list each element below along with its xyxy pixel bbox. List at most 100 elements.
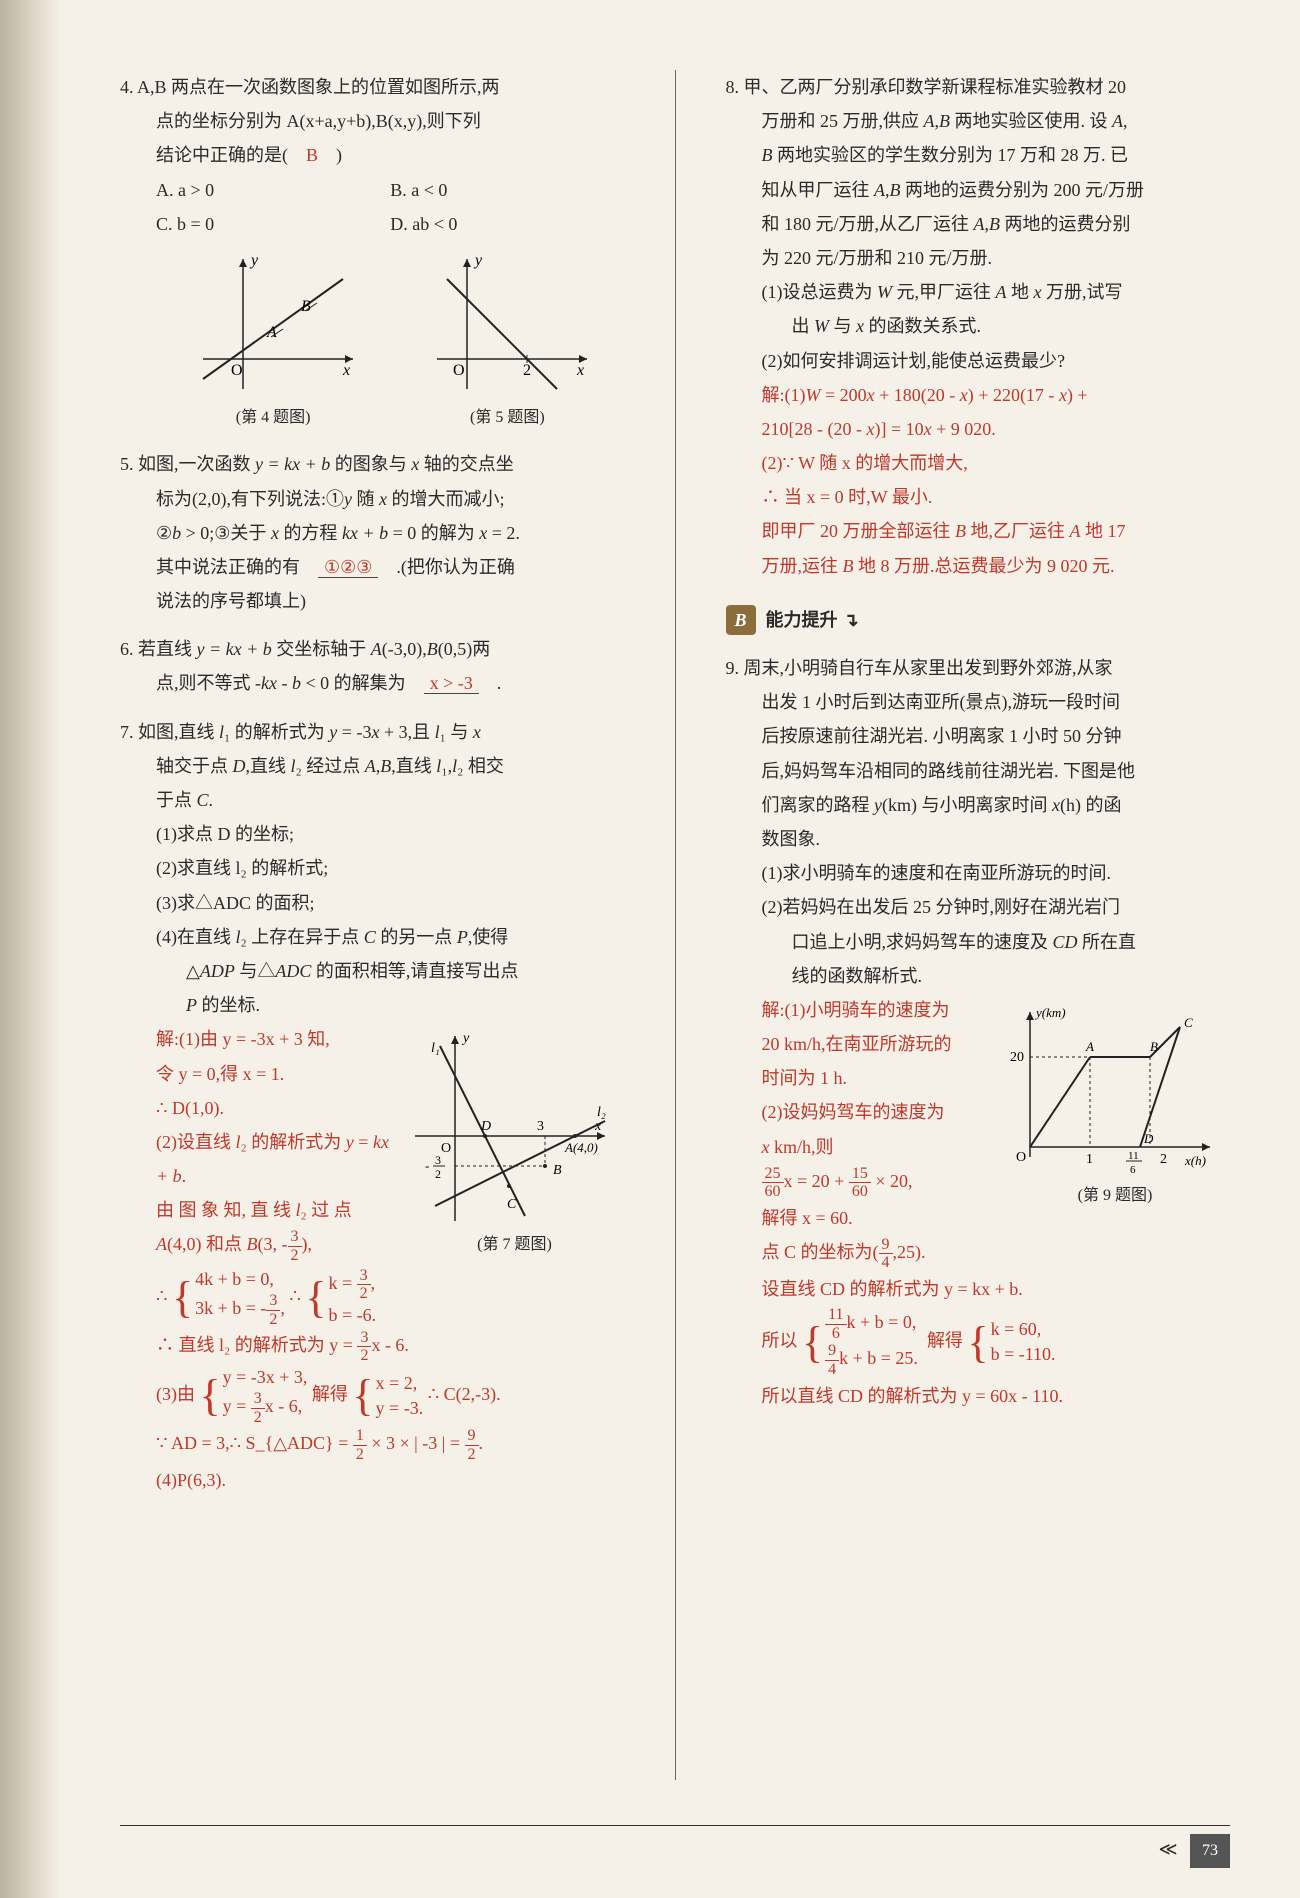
svg-text:O: O [1016, 1150, 1026, 1165]
page-footer: ≪ 73 [120, 1825, 1230, 1868]
q8-sol1: 解:(1)W = 200x + 180(20 - x) + 220(17 - x… [726, 378, 1231, 446]
q6-num: 6. [120, 639, 134, 659]
svg-text:11: 11 [1128, 1150, 1139, 1162]
svg-text:3: 3 [537, 1119, 544, 1134]
q7-sol4: (4)P(6,3). [120, 1463, 625, 1497]
fig7-cap: (第 7 题图) [405, 1230, 625, 1260]
svg-text:O: O [453, 362, 465, 379]
q7-sol2c: ∴ 直线 l₂ 的解析式为 y = 32x - 6. [120, 1328, 625, 1365]
q8-stem: 甲、乙两厂分别承印数学新课程标准实验教材 20万册和 25 万册,供应 A,B … [726, 77, 1145, 268]
q5-stem: 如图,一次函数 y = kx + b 的图象与 x 轴的交点坐标为(2,0),有… [120, 454, 520, 611]
svg-text:B: B [301, 298, 311, 315]
q7-p1: (1)求点 D 的坐标; [120, 817, 625, 851]
svg-text:y: y [461, 1031, 470, 1046]
fig5-cap: (第 5 题图) [417, 403, 597, 433]
svg-text:x: x [594, 1119, 602, 1134]
svg-text:2: 2 [435, 1167, 441, 1181]
q9-sol2d: 设直线 CD 的解析式为 y = kx + b. [726, 1272, 1231, 1306]
q7-stem: 如图,直线 l₁ 的解析式为 y = -3x + 3,且 l₁ 与 x轴交于点 … [120, 722, 504, 810]
fig4: O x y A B (第 4 题图) [183, 249, 363, 433]
fig9: O x(h) y(km) 20 A B C D 1 2 11 6 (第 9 题图… [1000, 997, 1230, 1211]
svg-text:B: B [1150, 1039, 1158, 1054]
section-b-title: 能力提升 [766, 603, 838, 637]
q5-answer: ①②③ [318, 557, 378, 578]
q9-sys: 所以 { 116k + b = 0, 94k + b = 25. 解得 { k … [726, 1306, 1231, 1378]
q7-p2: (2)求直线 l₂ 的解析式; [120, 851, 625, 885]
svg-text:20: 20 [1010, 1050, 1024, 1065]
q4-stem: A,B 两点在一次函数图象上的位置如图所示,两点的坐标分别为 A(x+a,y+b… [120, 77, 500, 165]
q4-options: A. a > 0 B. a < 0 C. b = 0 D. ab < 0 [120, 173, 625, 241]
fig5: O x y 2 (第 5 题图) [417, 249, 597, 433]
q7-sys1: ∴ { 4k + b = 0, 3k + b = -32, ∴ { k = 32… [120, 1267, 625, 1328]
svg-text:6: 6 [1130, 1164, 1136, 1176]
question-7: 7. 如图,直线 l₁ 的解析式为 y = -3x + 3,且 l₁ 与 x轴交… [120, 715, 625, 1498]
page: 4. A,B 两点在一次函数图象上的位置如图所示,两点的坐标分别为 A(x+a,… [0, 0, 1300, 1820]
svg-text:x(h): x(h) [1184, 1153, 1206, 1168]
fig9-cap: (第 9 题图) [1000, 1181, 1230, 1211]
fig9-svg: O x(h) y(km) 20 A B C D 1 2 11 6 [1000, 997, 1220, 1177]
q4-answer: B [306, 145, 318, 165]
fig4-svg: O x y A B [183, 249, 363, 399]
fig7: O x y l₁ l₂ D 3 A(4,0) B C - 3 2 [405, 1026, 625, 1260]
fig7-svg: O x y l₁ l₂ D 3 A(4,0) B C - 3 2 [405, 1026, 615, 1226]
page-number: 73 [1190, 1834, 1230, 1868]
svg-text:A: A [1085, 1039, 1094, 1054]
left-column: 4. A,B 两点在一次函数图象上的位置如图所示,两点的坐标分别为 A(x+a,… [120, 70, 625, 1780]
svg-text:y(km): y(km) [1034, 1005, 1066, 1020]
svg-text:y: y [249, 252, 259, 269]
q9-num: 9. [726, 658, 740, 678]
svg-text:B: B [553, 1163, 562, 1178]
q7-p3: (3)求△ADC 的面积; [120, 886, 625, 920]
q9-sol2c: 点 C 的坐标为(94,25). [726, 1235, 1231, 1272]
q9-p1: (1)求小明骑车的速度和在南亚所游玩的时间. [726, 856, 1231, 890]
q4-opt-c: C. b = 0 [156, 207, 390, 241]
svg-text:l₂: l₂ [597, 1105, 606, 1120]
q9-sol2e: 所以直线 CD 的解析式为 y = 60x - 110. [726, 1379, 1231, 1413]
q7-sol3: (3)由 { y = -3x + 3, y = 32x - 6, 解得 { x … [120, 1365, 625, 1426]
section-b-arrow-icon: ↴ [844, 603, 859, 637]
q9-stem: 周末,小明骑自行车从家里出发到野外郊游,从家出发 1 小时后到达南亚所(景点),… [726, 658, 1136, 849]
q4-opt-d: D. ab < 0 [390, 207, 624, 241]
svg-text:C: C [507, 1197, 517, 1212]
q8-sol2b: ∴ 当 x = 0 时,W 最小. [726, 480, 1231, 514]
q4-opt-a: A. a > 0 [156, 173, 390, 207]
svg-text:3: 3 [435, 1153, 441, 1167]
column-divider [675, 70, 676, 1780]
question-4: 4. A,B 两点在一次函数图象上的位置如图所示,两点的坐标分别为 A(x+a,… [120, 70, 625, 433]
q7-num: 7. [120, 722, 134, 742]
q6-answer: x > -3 [424, 673, 479, 694]
right-column: 8. 甲、乙两厂分别承印数学新课程标准实验教材 20万册和 25 万册,供应 A… [726, 70, 1231, 1780]
q9-p2: (2)若妈妈在出发后 25 分钟时,刚好在湖光岩门口追上小明,求妈妈驾车的速度及… [726, 890, 1231, 993]
question-8: 8. 甲、乙两厂分别承印数学新课程标准实验教材 20万册和 25 万册,供应 A… [726, 70, 1231, 583]
footer-mark: ≪ [1159, 1839, 1178, 1859]
svg-text:O: O [231, 362, 243, 379]
svg-text:A: A [266, 324, 277, 341]
svg-text:l₁: l₁ [431, 1041, 440, 1056]
q6-stem: 若直线 y = kx + b 交坐标轴于 A(-3,0),B(0,5)两点,则不… [120, 639, 501, 693]
q5-num: 5. [120, 454, 134, 474]
q8-num: 8. [726, 77, 740, 97]
question-5: 5. 如图,一次函数 y = kx + b 的图象与 x 轴的交点坐标为(2,0… [120, 447, 625, 618]
q8-sol2a: (2)∵ W 随 x 的增大而增大, [726, 446, 1231, 480]
svg-text:A(4,0): A(4,0) [564, 1140, 598, 1155]
q8-p1: (1)设总运费为 W 元,甲厂运往 A 地 x 万册,试写出 W 与 x 的函数… [726, 275, 1231, 343]
svg-text:D: D [480, 1119, 491, 1134]
q8-sol2c: 即甲厂 20 万册全部运往 B 地,乙厂运往 A 地 17万册,运往 B 地 8… [726, 514, 1231, 582]
svg-text:D: D [1143, 1131, 1154, 1146]
q4-num: 4. [120, 77, 134, 97]
svg-text:C: C [1184, 1015, 1193, 1030]
svg-text:-: - [425, 1158, 429, 1173]
svg-text:O: O [441, 1141, 451, 1156]
svg-text:2: 2 [1160, 1152, 1167, 1167]
q4-q5-figures: O x y A B (第 4 题图) [120, 249, 625, 433]
svg-text:2: 2 [523, 362, 531, 379]
q4-opt-b: B. a < 0 [390, 173, 624, 207]
svg-text:x: x [342, 362, 350, 379]
svg-text:x: x [576, 362, 584, 379]
question-9: 9. 周末,小明骑自行车从家里出发到野外郊游,从家出发 1 小时后到达南亚所(景… [726, 651, 1231, 1413]
section-b-badge: B [726, 605, 756, 635]
fig5-svg: O x y 2 [417, 249, 597, 399]
fig4-cap: (第 4 题图) [183, 403, 363, 433]
svg-text:1: 1 [1086, 1152, 1093, 1167]
svg-text:y: y [473, 252, 483, 269]
